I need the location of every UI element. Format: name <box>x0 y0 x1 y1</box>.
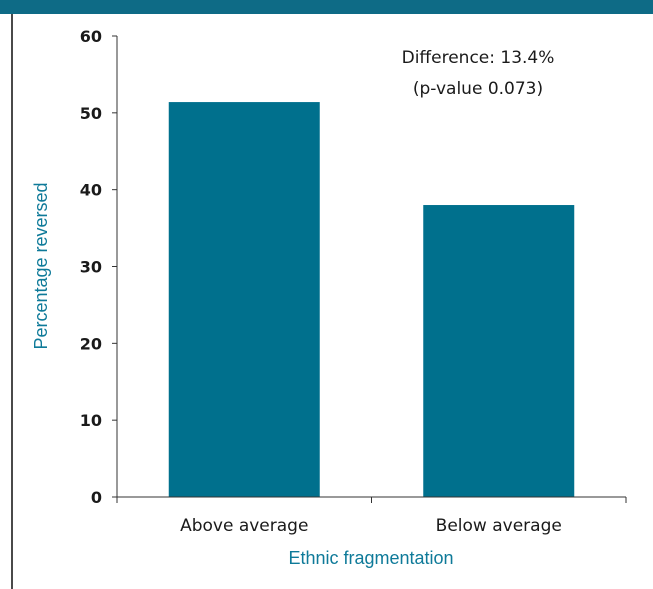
y-tick-label: 10 <box>80 411 102 430</box>
y-tick-label: 20 <box>80 334 102 353</box>
bar-below-average <box>423 205 575 498</box>
left-border-rule <box>11 14 13 589</box>
header-band <box>0 0 653 14</box>
x-axis-ticks: Above average Below average <box>116 497 627 536</box>
y-axis-title: Percentage reversed <box>31 182 51 349</box>
x-tick-label: Below average <box>436 516 562 536</box>
bars-group <box>168 102 575 498</box>
y-tick-label: 40 <box>80 181 102 200</box>
x-tick-label: Above average <box>180 516 308 536</box>
y-tick-label: 60 <box>80 27 102 46</box>
p-value-annotation: (p-value 0.073) <box>413 79 543 99</box>
bar-above-average <box>168 102 320 498</box>
y-tick-label: 30 <box>80 258 102 277</box>
x-axis-title: Ethnic fragmentation <box>288 548 453 568</box>
y-tick-label: 0 <box>91 488 102 507</box>
difference-annotation: Difference: 13.4% <box>402 48 555 68</box>
y-tick-label: 50 <box>80 104 102 123</box>
y-axis-ticks: 0 10 20 30 40 50 60 <box>80 27 117 507</box>
